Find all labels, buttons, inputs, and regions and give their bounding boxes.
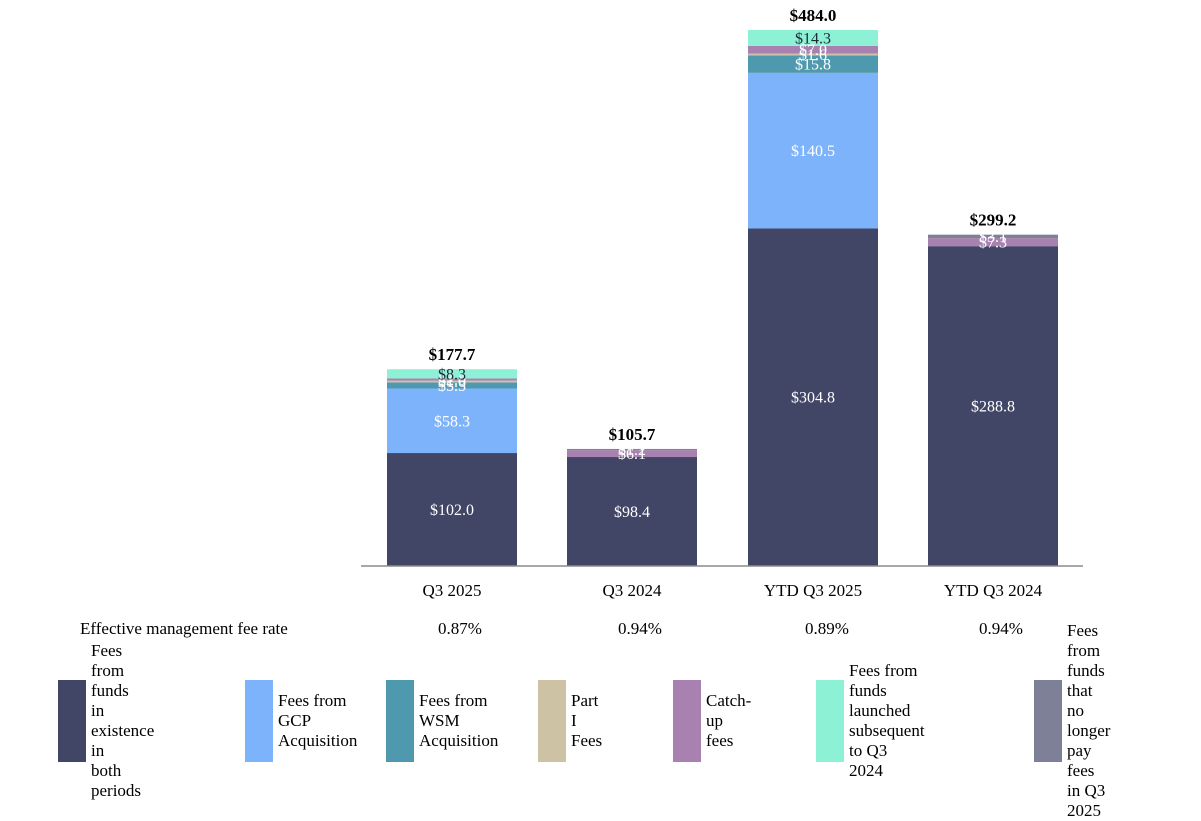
category-label-ytd-q3-2025: YTD Q3 2025 (764, 581, 862, 600)
segment-label-ytd-q3-2024-series-0: $288.8 (971, 399, 1015, 416)
bar-segment-ytd-q3-2025-series-2 (748, 55, 878, 73)
legend-label-line: to Q3 2024 (849, 741, 888, 780)
segment-label-q3-2025-series-3: $1.6 (438, 374, 466, 391)
segment-labels-group: $102.0$58.3$5.5$1.6$2.0$8.3$98.4$6.1$1.2… (430, 30, 1015, 521)
segment-label-q3-2025-series-5: $8.3 (438, 366, 466, 383)
total-label-ytd-q3-2024: $299.2 (970, 211, 1017, 230)
total-label-q3-2024: $105.7 (609, 425, 656, 444)
bar-segment-ytd-q3-2025-series-1 (748, 72, 878, 229)
bar-segment-q3-2025-series-5 (387, 369, 517, 379)
legend-label-line: 2025 (1067, 801, 1101, 820)
legend-label: Catch-up fees (706, 680, 751, 762)
segment-label-q3-2025-series-4: $2.0 (438, 372, 466, 389)
category-label-q3-2024: Q3 2024 (602, 581, 662, 600)
segment-label-q3-2024-series-4: $6.1 (618, 446, 646, 463)
legend-label-line: Acquisition (419, 731, 499, 750)
total-label-ytd-q3-2025: $484.0 (790, 6, 837, 25)
stacked-bar-chart: $102.0$58.3$5.5$1.6$2.0$8.3$98.4$6.1$1.2… (361, 6, 1083, 600)
legend-swatch (538, 680, 566, 762)
legend-label-line: Fees from (419, 691, 488, 710)
segment-label-q3-2025-series-1: $58.3 (434, 413, 470, 430)
legend-swatch (1034, 680, 1062, 762)
legend-label: Fees from funds in existence in both perio… (91, 641, 155, 800)
category-label-ytd-q3-2024: YTD Q3 2024 (944, 581, 1043, 600)
legend-label-line: that no longer (1067, 681, 1111, 740)
legend-label-line: Fees from (278, 691, 347, 710)
legend-label: Fees from GCP Acquisition (278, 680, 357, 762)
legend-label-line: Fees from funds (849, 661, 918, 700)
bar-segment-q3-2025-series-2 (387, 382, 517, 389)
bar-segment-q3-2024-series-0 (567, 457, 697, 566)
legend-label-line: both periods (91, 761, 142, 800)
bar-segment-q3-2025-series-0 (387, 453, 517, 566)
legend-label-line: in existence in (91, 701, 155, 760)
segment-label-q3-2024-series-6: $1.2 (618, 442, 646, 459)
bar-segment-ytd-q3-2024-series-6 (928, 234, 1058, 239)
segment-label-q3-2025-series-0: $102.0 (430, 502, 474, 519)
bar-segment-ytd-q3-2024-series-4 (928, 238, 1058, 247)
legend-label-line: fees (706, 731, 734, 750)
legend-label-line: Fees from funds (1067, 621, 1105, 680)
bar-segment-q3-2024-series-6 (567, 448, 697, 451)
legend-label-line: GCP (278, 711, 312, 730)
legend-label-line: Acquisition (278, 731, 358, 750)
bar-segment-ytd-q3-2025-series-4 (748, 45, 878, 54)
category-labels-group: Q3 2025 Q3 2024 YTD Q3 2025 YTD Q3 2024 (422, 581, 1042, 600)
category-label-q3-2025: Q3 2025 (422, 581, 481, 600)
bar-segment-ytd-q3-2025-series-3 (748, 53, 878, 56)
fee-rate-ytd-q3-2025: 0.89% (805, 619, 849, 638)
bars-group (387, 30, 1058, 567)
legend-swatch (816, 680, 844, 762)
segment-label-ytd-q3-2025-series-3: $1.6 (799, 47, 827, 64)
legend-label: Fees from WSM Acquisition (419, 680, 498, 762)
legend-label: Part I Fees (571, 680, 602, 762)
fee-rate-ytd-q3-2024: 0.94% (979, 619, 1023, 638)
total-labels-group: $177.7 $105.7 $484.0 $299.2 (429, 6, 1017, 444)
bar-segment-ytd-q3-2025-series-5 (748, 30, 878, 46)
bar-segment-ytd-q3-2025-series-0 (748, 228, 878, 567)
legend-swatch (245, 680, 273, 762)
legend-label-line: launched subsequent (849, 701, 925, 740)
legend-swatch (386, 680, 414, 762)
total-label-q3-2025: $177.7 (429, 345, 476, 364)
segment-label-ytd-q3-2025-series-5: $14.3 (795, 30, 831, 47)
legend-label-line: pay fees in Q3 (1067, 741, 1106, 800)
legend-label-line: WSM (419, 711, 460, 730)
legend-swatch (58, 680, 86, 762)
legend-label-line: Part I Fees (571, 691, 603, 750)
bar-segment-ytd-q3-2024-series-0 (928, 246, 1058, 566)
fee-rate-q3-2024: 0.94% (618, 619, 662, 638)
segment-label-ytd-q3-2024-series-6: $3.1 (979, 229, 1007, 246)
segment-label-ytd-q3-2025-series-0: $304.8 (791, 390, 835, 407)
legend-label: Fees from funds that no longer pay fees in… (1067, 621, 1111, 820)
segment-label-ytd-q3-2025-series-1: $140.5 (791, 143, 835, 160)
bar-segment-q3-2025-series-4 (387, 378, 517, 381)
bar-segment-q3-2025-series-3 (387, 380, 517, 383)
fee-rate-q3-2025: 0.87% (438, 619, 482, 638)
segment-label-q3-2025-series-2: $5.5 (438, 378, 466, 395)
legend-label-line: Fees from funds (91, 641, 129, 700)
legend-label-line: Catch-up (706, 691, 752, 730)
segment-label-ytd-q3-2025-series-4: $7.0 (799, 42, 827, 59)
legend-swatch (673, 680, 701, 762)
fee-rate-title: Effective management fee rate (80, 619, 288, 638)
legend-label: Fees from funds launched subsequent to Q3 … (849, 661, 925, 780)
bar-segment-q3-2024-series-4 (567, 450, 697, 458)
segment-label-ytd-q3-2024-series-4: $7.3 (979, 235, 1007, 252)
bar-segment-q3-2025-series-1 (387, 388, 517, 454)
segment-label-q3-2024-series-0: $98.4 (614, 504, 650, 521)
segment-label-ytd-q3-2025-series-2: $15.8 (795, 57, 831, 74)
